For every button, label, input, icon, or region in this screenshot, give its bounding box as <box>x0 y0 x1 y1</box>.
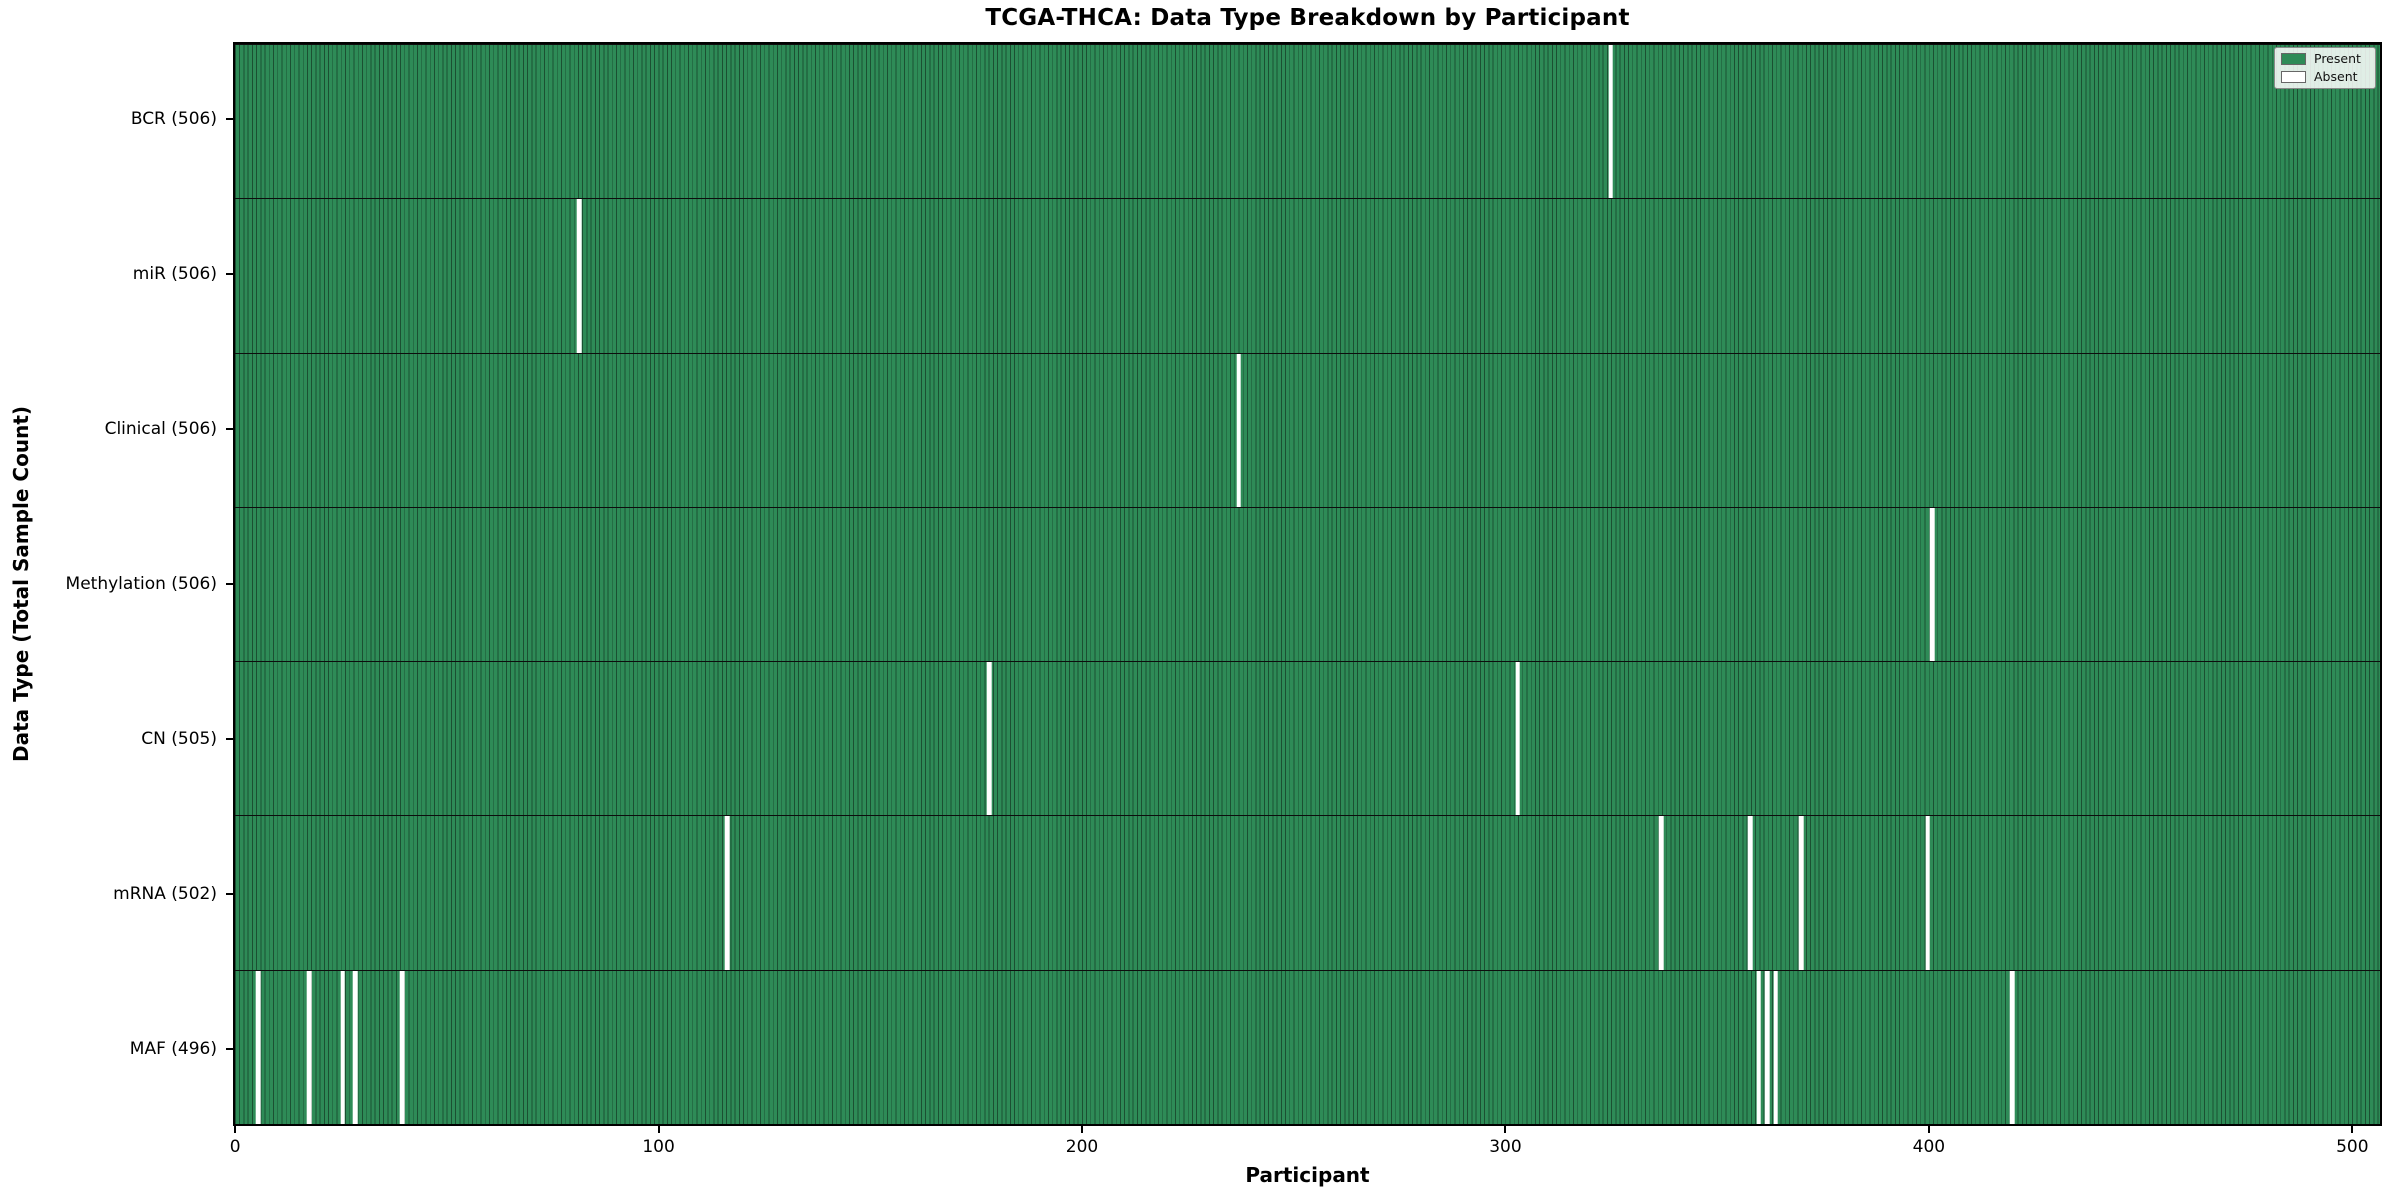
x-tick-label-300: 300 <box>1489 1137 1522 1157</box>
absent-gap-marker <box>1764 970 1770 1124</box>
absent-gap-marker <box>1236 353 1242 507</box>
x-tick-label-500: 500 <box>2336 1137 2369 1157</box>
x-tick-mark <box>1927 1126 1930 1133</box>
legend-present-label: Present <box>2314 51 2361 66</box>
x-tick-mark <box>234 1126 237 1133</box>
absent-gap-marker <box>306 970 312 1124</box>
x-tick-mark <box>1504 1126 1507 1133</box>
chart-title: TCGA-THCA: Data Type Breakdown by Partic… <box>985 5 1630 31</box>
absent-gap-marker <box>1798 816 1804 970</box>
y-tick-label-mrna: mRNA (502) <box>113 883 217 904</box>
x-tick-label-0: 0 <box>229 1137 241 1157</box>
absent-gap-marker <box>1515 662 1521 816</box>
absent-gap-marker <box>1747 816 1753 970</box>
absent-gap-marker <box>1925 816 1931 970</box>
data-row-maf <box>235 969 2380 1124</box>
x-tick-label-200: 200 <box>1065 1137 1099 1157</box>
absent-gap-marker <box>987 662 992 816</box>
y-tick-label-mir: miR (506) <box>132 264 217 285</box>
absent-gap-marker <box>353 970 358 1124</box>
y-tick-label-clinical: Clinical (506) <box>104 419 217 440</box>
data-row-mrna <box>235 815 2380 970</box>
data-row-bcr <box>235 44 2380 199</box>
legend-absent-label: Absent <box>2314 68 2358 84</box>
absent-gap-marker <box>1608 45 1614 199</box>
legend-entry-present: Present <box>2281 51 2369 66</box>
absent-gap-marker <box>725 816 730 970</box>
y-tick-mark <box>226 118 233 121</box>
absent-gap-marker <box>340 970 346 1124</box>
y-tick-label-maf: MAF (496) <box>129 1038 217 1059</box>
absent-gap-marker <box>399 970 405 1124</box>
x-axis-tick-labels: 0 100 200 300 400 500 <box>229 1126 2382 1186</box>
data-row-clinical <box>235 352 2380 507</box>
x-tick-label-400: 400 <box>1912 1137 1946 1157</box>
x-tick-mark <box>657 1126 660 1133</box>
y-tick-mark <box>226 583 233 585</box>
absent-gap-marker <box>1929 507 1935 662</box>
y-tick-label-methylation: Methylation (506) <box>65 574 217 594</box>
y-tick-mark <box>226 273 233 276</box>
x-tick-label-100: 100 <box>642 1137 675 1157</box>
y-tick-label-bcr: BCR (506) <box>130 109 217 130</box>
y-tick-label-cn: CN (505) <box>141 728 217 749</box>
x-axis-label: Participant <box>1245 1163 1370 1187</box>
absent-gap-marker <box>1756 970 1761 1124</box>
x-tick-mark <box>2351 1126 2354 1133</box>
absent-gap-marker <box>255 970 261 1124</box>
y-tick-mark <box>226 1047 233 1050</box>
x-tick-mark <box>1081 1126 1083 1133</box>
data-row-methylation <box>235 506 2380 662</box>
absent-gap-marker <box>1773 970 1778 1124</box>
y-axis-tick-labels: BCR (506) miR (506) Clinical (506) Methylat… <box>0 42 233 1126</box>
y-tick-mark <box>226 737 233 740</box>
absent-gap-marker <box>577 199 582 353</box>
y-tick-mark <box>226 428 233 431</box>
data-row-mir <box>235 198 2380 353</box>
legend: Present Absent <box>2274 47 2376 89</box>
absent-gap-marker <box>1659 816 1664 970</box>
data-row-cn <box>235 661 2380 816</box>
legend-entry-absent: Absent <box>2281 68 2369 84</box>
absent-swatch-icon <box>2281 70 2306 83</box>
plot-area: Present Absent <box>233 42 2382 1126</box>
absent-gap-marker <box>2009 970 2015 1124</box>
y-tick-mark <box>226 892 233 895</box>
present-swatch-icon <box>2281 53 2306 66</box>
